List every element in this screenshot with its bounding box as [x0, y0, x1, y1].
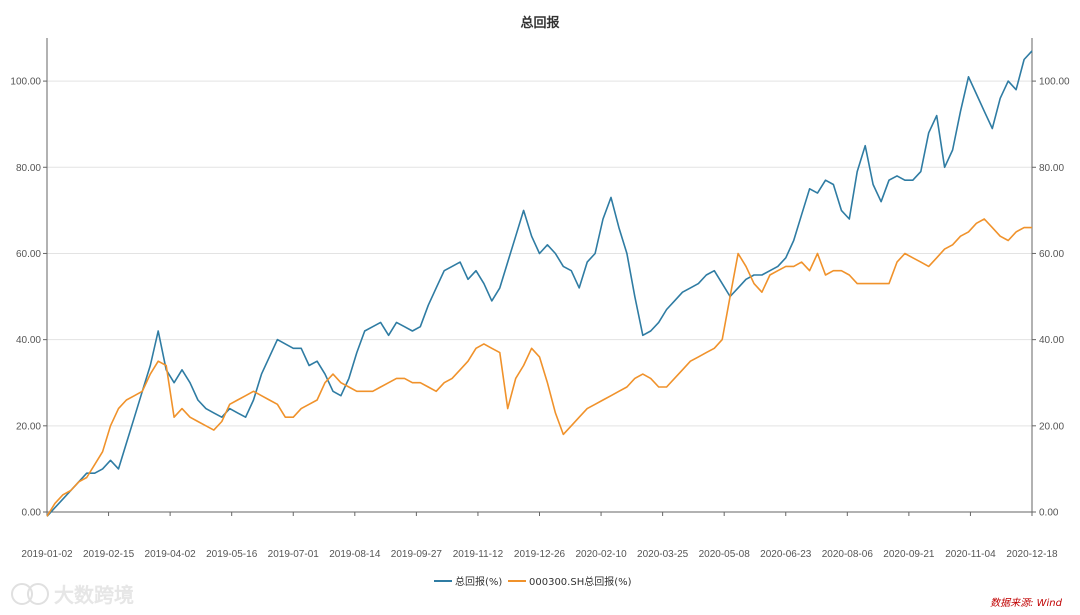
- watermark-logo-icon-2: [27, 583, 49, 605]
- x-tick-label: 2019-12-26: [514, 549, 566, 560]
- legend-item-2[interactable]: 000300.SH总回报(%): [508, 575, 632, 588]
- y-axis-right: 0.00 20.00 40.00 60.00 80.00 100.00: [1032, 77, 1070, 519]
- y-tick-label-left: 60.00: [16, 249, 41, 260]
- watermark-text: 大数跨境: [54, 583, 134, 607]
- chart-title: 总回报: [520, 15, 560, 31]
- y-tick-label-right: 80.00: [1039, 163, 1064, 174]
- x-tick-label: 2019-05-16: [206, 549, 258, 560]
- series-line-1: [46, 50, 1033, 517]
- y-tick-label-right: 20.00: [1039, 421, 1064, 432]
- legend-label: 000300.SH总回报(%): [529, 575, 632, 588]
- source-note: 数据来源: Wind: [990, 597, 1063, 609]
- y-tick-label-left: 0.00: [22, 508, 42, 519]
- x-tick-label: 2019-04-02: [145, 549, 197, 560]
- x-tick-label: 2019-08-14: [329, 549, 381, 560]
- y-tick-label-right: 100.00: [1039, 77, 1070, 88]
- x-tick-label: 2019-11-12: [453, 549, 504, 560]
- grid: [47, 80, 1032, 513]
- y-tick-label-left: 100.00: [10, 77, 41, 88]
- y-tick-label-left: 80.00: [16, 163, 41, 174]
- series-line-2: [46, 218, 1032, 517]
- x-tick-label: 2019-09-27: [391, 549, 443, 560]
- x-tick-label: 2020-11-04: [945, 549, 996, 560]
- legend-label: 总回报(%): [455, 575, 502, 588]
- y-tick-label-right: 40.00: [1039, 335, 1064, 346]
- y-tick-label-right: 60.00: [1039, 249, 1064, 260]
- y-tick-label-left: 40.00: [16, 335, 41, 346]
- x-tick-label: 2020-12-18: [1006, 549, 1058, 560]
- series-group: [46, 50, 1033, 517]
- x-tick-label: 2019-07-01: [268, 549, 320, 560]
- x-tick-label: 2020-06-23: [760, 549, 812, 560]
- axes: [46, 38, 1033, 513]
- x-tick-label: 2020-08-06: [822, 549, 874, 560]
- y-tick-label-left: 20.00: [16, 421, 41, 432]
- y-tick-label-right: 0.00: [1039, 508, 1059, 519]
- x-axis: 2019-01-02 2019-02-15 2019-04-02 2019-05-16…: [21, 512, 1058, 560]
- x-tick-label: 2020-02-10: [575, 549, 627, 560]
- x-tick-label: 2019-02-15: [83, 549, 135, 560]
- x-tick-label: 2020-09-21: [883, 549, 935, 560]
- watermark: 大数跨境: [11, 583, 134, 607]
- x-tick-label: 2020-05-08: [699, 549, 751, 560]
- x-tick-label: 2019-01-02: [21, 549, 73, 560]
- x-tick-label: 2020-03-25: [637, 549, 689, 560]
- y-axis-left: 0.00 20.00 40.00 60.00 80.00 100.00: [10, 77, 47, 519]
- watermark-logo-icon: [11, 583, 33, 605]
- legend[interactable]: 总回报(%) 000300.SH总回报(%): [434, 575, 632, 588]
- legend-item-1[interactable]: 总回报(%): [434, 575, 502, 588]
